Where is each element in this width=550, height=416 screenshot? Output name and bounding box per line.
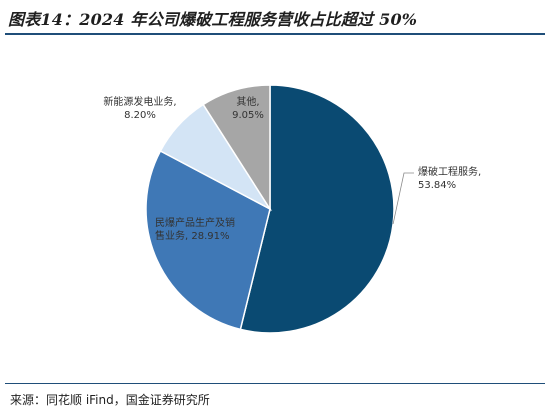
slice-label-4-line-2: 9.05% [232,110,264,121]
leader-line-1 [392,172,414,224]
pie-slice-4 [202,84,271,212]
pie-slices [145,84,395,334]
slice-label-2-line-1: 民爆产品生产及销 [155,216,235,229]
slice-label-1-line-2: 53.84% [418,180,456,191]
pie-slice-2 [145,149,271,331]
source-rule [5,383,545,384]
slice-label-1-line-1: 爆破工程服务, [418,165,481,178]
chart-title: 图表14：2024 年公司爆破工程服务营收占比超过 50% [8,10,418,29]
slice-label-3-line-1: 新能源发电业务, [103,95,176,108]
slice-label-3-line-2: 8.20% [124,110,156,121]
slice-label-2-line-2: 售业务, 28.91% [155,229,230,242]
slice-label-4-line-1: 其他, [236,95,259,108]
pie-slice-1 [239,84,395,334]
title-rule [5,33,545,35]
source-note: 来源：同花顺 iFind，国金证券研究所 [10,393,210,407]
